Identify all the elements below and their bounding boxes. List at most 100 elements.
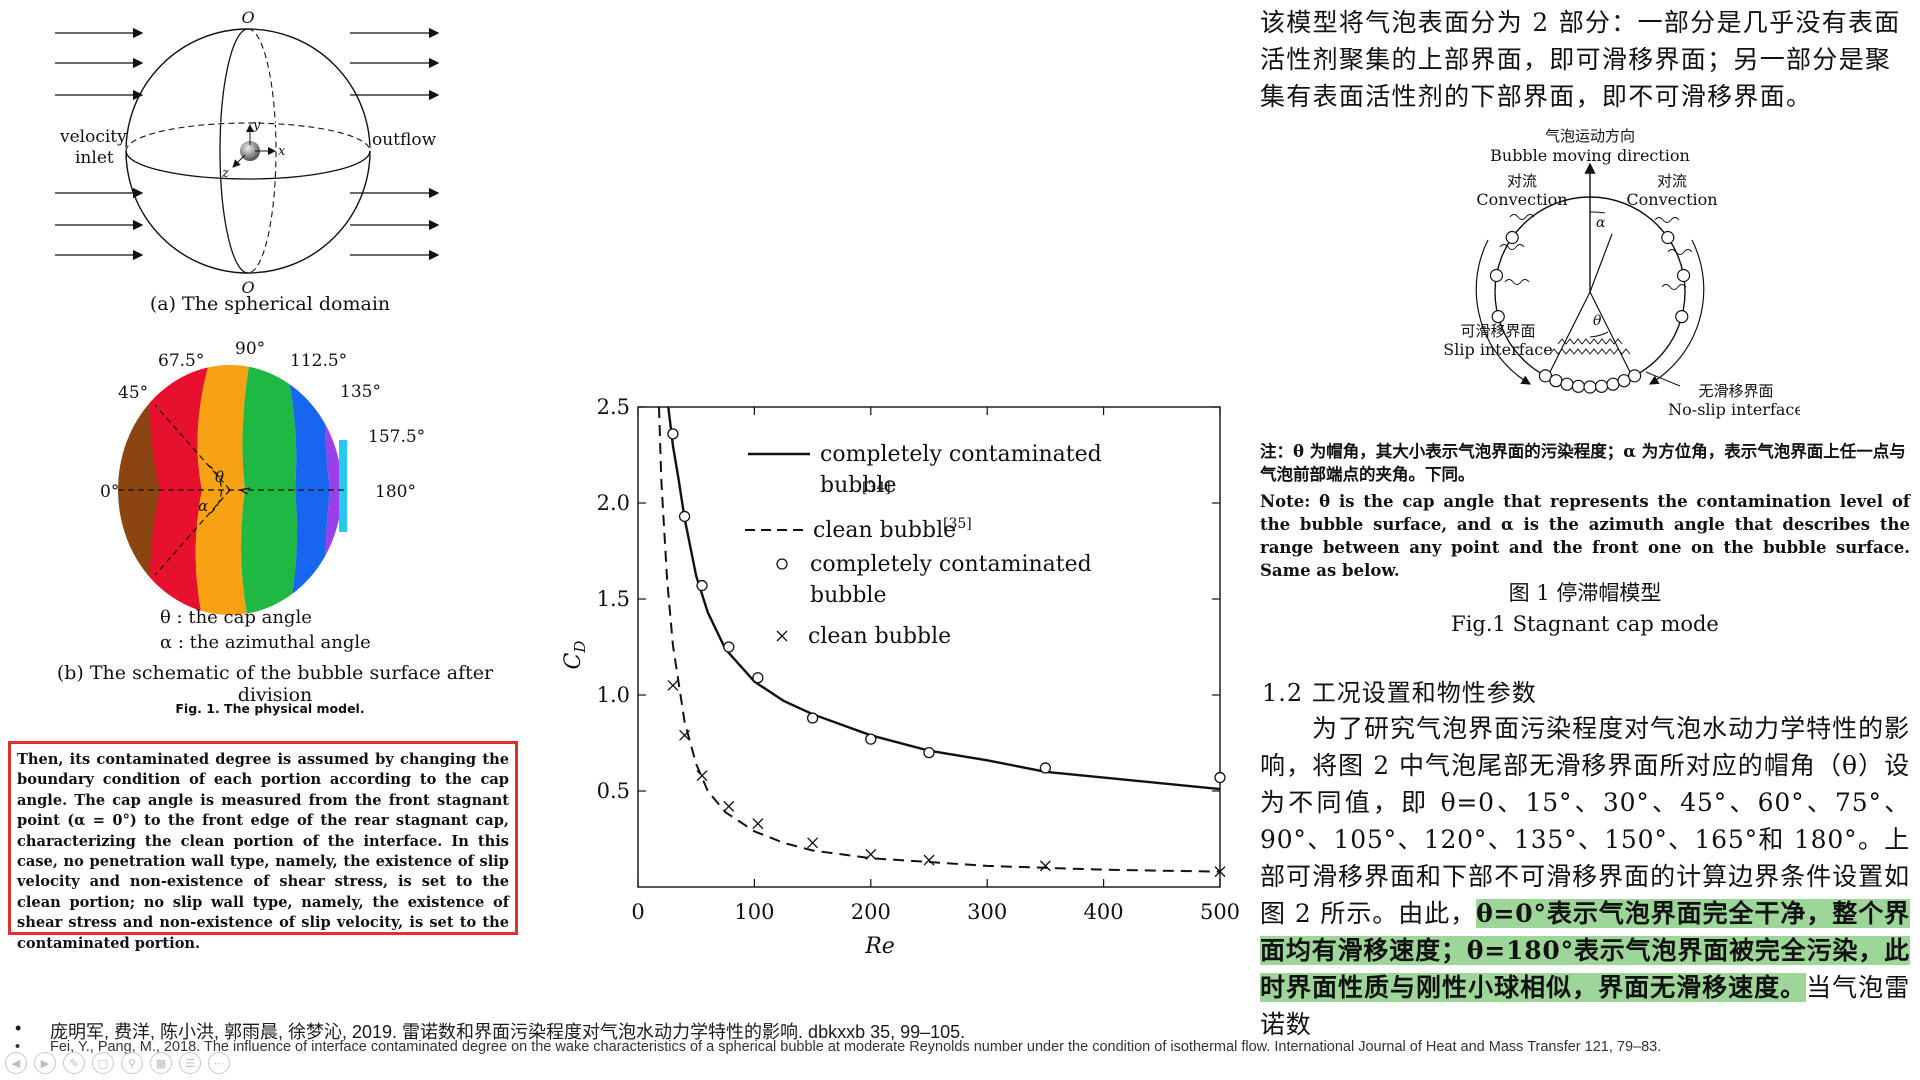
y-tick-label: 2.0 [597,491,630,515]
angle-157-5: 157.5° [368,427,425,447]
label-o-bottom: O [241,278,254,297]
fig1-title-english: Fig.1 Stagnant cap mode [1451,612,1719,636]
pen-icon[interactable]: ✎ [63,1052,85,1074]
surfactant-circle [1661,230,1675,245]
clean-data-point [865,848,877,860]
label-inlet: inlet [75,148,114,168]
x-axis-label: Re [864,934,895,955]
legend-theta: θ : the cap angle [160,607,312,628]
label-outflow: outflow [372,130,437,150]
presentation-toolbar: ◀ ▶ ✎ □ ⚲ ▦ ☰ ⋯ [5,1052,230,1074]
contaminated-data-point [723,641,735,653]
bullet: • [15,1018,22,1038]
segment-red [149,365,210,615]
surfactant-circle [1549,374,1563,388]
y-tick-label: 2.5 [597,395,630,419]
slides-icon[interactable]: ▦ [150,1052,172,1074]
contaminated-data-point [806,712,819,724]
convection-zh-left: 对流 [1507,172,1537,190]
x-tick-label: 300 [967,900,1007,924]
menu-icon[interactable]: ☰ [179,1052,201,1074]
reference-text-2: Fei, Y., Pang, M., 2018. The influence o… [50,1039,1662,1055]
clean-data-point [807,837,819,849]
theta-symbol: θ [215,468,224,486]
y-axis-label: C [561,652,586,669]
zoom-icon[interactable]: ⚲ [121,1052,143,1074]
back-icon[interactable]: ◀ [5,1052,27,1074]
y-tick-label: 0.5 [597,779,630,803]
x-tick-label: 500 [1200,900,1240,924]
surfactant-circle [1571,379,1586,393]
references-list: • 庞明军, 费洋, 陈小洪, 郭雨晨, 徐梦沁, 2019. 雷诺数和界面污染… [15,1018,1915,1060]
clean-data-point [923,854,935,866]
x-tick-label: 200 [851,900,891,924]
figure-b-caption: (b) The schematic of the bubble surface … [56,662,494,706]
contaminated-data-point [1214,771,1226,784]
legend-item-3-text: completely contaminated bubble [810,552,1092,608]
segment-orange [195,365,250,615]
axis-x-label: x [278,144,286,159]
contaminated-data-point [696,579,708,592]
note-english: Note: θ is the cap angle that represents… [1260,492,1910,580]
x-tick-label: 0 [631,900,644,924]
surfactant-circle [1594,379,1609,393]
contaminated-data-point [678,510,691,523]
cd-vs-re-chart: 0 100 200 300 400 500 0.5 1.0 1.5 2.0 2.5 Re CD co… [561,395,1240,955]
figure-a-spherical-domain: O O velocity inlet outflow y x z [55,8,440,297]
surfactant-circle [1617,374,1631,388]
clean-data-point [679,729,691,741]
label-velocity: velocity [59,127,127,147]
reference-text-1: 庞明军, 费洋, 陈小洪, 郭雨晨, 徐梦沁, 2019. 雷诺数和界面污染程度… [50,1022,966,1042]
body-plain-text: 为了研究气泡界面污染程度对气泡水动力学特性的影响，将图 2 中气泡尾部无滑移界面… [1260,714,1910,928]
segment-cyan [339,440,347,532]
more-icon[interactable]: ⋯ [208,1052,230,1074]
convection-zh-right: 对流 [1657,172,1687,190]
clean-curve [658,406,1221,873]
cap-theta: θ [1593,313,1602,329]
figure-b-legend: θ : the cap angle α : the azimuthal angl… [160,605,371,655]
direction-en: Bubble moving direction [1490,146,1690,165]
convection-wave [1654,217,1680,223]
cut-off-line: …… [1260,1005,1910,1019]
slip-interface-zh: 可滑移界面 [1460,322,1535,340]
direction-zh: 气泡运动方向 [1545,127,1635,145]
segment-blue [285,365,330,615]
angle-180: 180° [375,482,416,502]
axis-z-label: z [221,166,229,181]
label-o-top: O [241,8,254,27]
reference-item: • Fei, Y., Pang, M., 2018. The influence… [15,1039,1915,1060]
copy-icon[interactable]: □ [92,1052,114,1074]
right-intro-paragraph: 该模型将气泡表面分为 2 部分：一部分是几乎没有表面活性剂聚集的上部界面，即可滑… [1260,8,1901,111]
y-tick-label: 1.0 [597,683,630,707]
forward-icon[interactable]: ▶ [34,1052,56,1074]
legend-item-1-ref: [34] [862,480,891,496]
surfactant-circle [1560,377,1574,391]
noslip-interface-en: No-slip interface [1668,400,1800,419]
legend-alpha: α : the azimuthal angle [160,632,371,653]
convection-wave [1509,214,1535,220]
surfactant-circle [1491,309,1505,324]
segment-green [241,365,297,615]
fig1-caption: Fig. 1. The physical model. [175,701,365,716]
note-chinese: 注：θ 为帽角，其大小表示气泡界面的污染程度；α 为方位角，表示气泡界面上任一点… [1260,442,1906,484]
section-title: 1.2 工况设置和物性参数 [1262,679,1537,707]
plot-frame [637,406,1221,888]
clean-data-point [723,800,735,812]
contaminated-data-point [923,746,935,759]
convection-en-left: Convection [1476,190,1567,209]
angle-112-5: 112.5° [290,351,347,371]
legend-item-2-text: clean bubble [813,518,956,543]
angle-0: 0° [100,482,119,502]
slip-interface-en: Slip interface [1443,340,1552,359]
surfactant-circle [1489,268,1504,283]
legend-cross-marker [776,630,788,642]
contaminated-data-point [667,428,679,440]
x-tick-label: 400 [1084,900,1124,924]
cap-zigzag [1549,348,1631,355]
legend-circle-marker [776,558,788,570]
highlighted-paragraph-box: Then, its contaminated degree is assumed… [8,741,518,952]
clean-data-point [696,770,708,782]
clean-data-point [1039,860,1051,872]
body-tail-text: 当气泡雷诺数 [1260,973,1910,1039]
contaminated-data-point [752,672,764,684]
